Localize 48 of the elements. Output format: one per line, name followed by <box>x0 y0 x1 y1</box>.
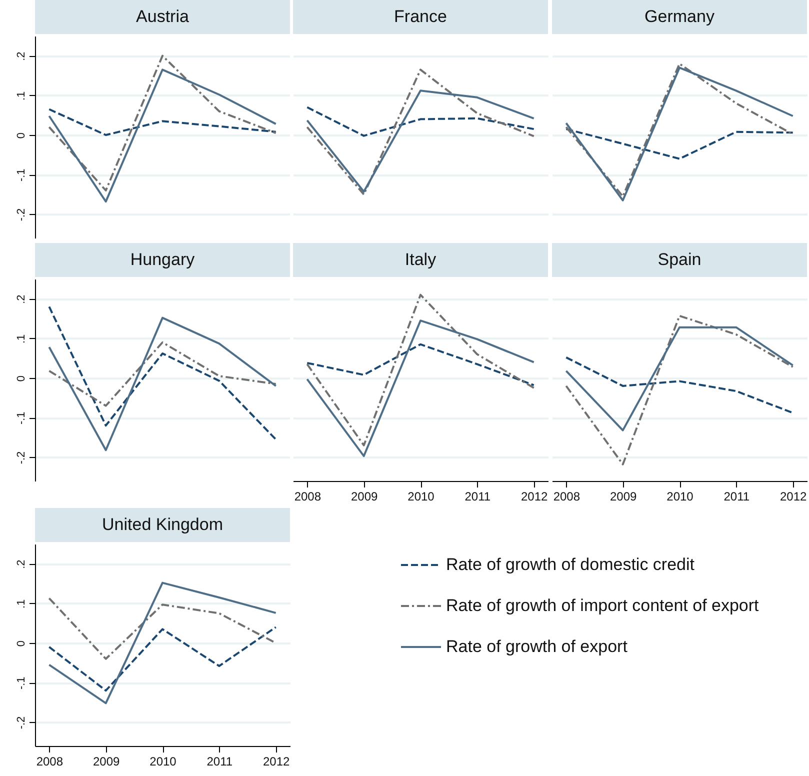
x-tick-label: 2009 <box>350 490 378 504</box>
x-tick-label: 2008 <box>294 490 322 504</box>
y-tick-label: .2 <box>16 294 28 304</box>
legend-label: Rate of growth of domestic credit <box>446 555 695 574</box>
legend-label: Rate of growth of export <box>446 637 628 656</box>
y-tick-label: 0 <box>16 132 28 139</box>
x-tick-label: 2009 <box>92 754 120 768</box>
y-tick-label: 0 <box>16 375 28 382</box>
y-tick-label: -.2 <box>16 208 28 222</box>
x-tick-label: 2010 <box>150 754 177 768</box>
line-series <box>48 306 277 440</box>
x-tick-label: 2008 <box>36 754 64 768</box>
chart-title: Italy <box>293 243 548 277</box>
line-series <box>48 68 277 203</box>
y-tick-label: .2 <box>16 560 28 569</box>
chart-title: Spain <box>552 243 807 277</box>
x-tick-label: 2011 <box>724 490 750 504</box>
y-tick-label: -.1 <box>16 412 28 425</box>
chart-title: Austria <box>35 0 290 34</box>
line-series <box>48 341 277 407</box>
x-tick-label: 2011 <box>464 490 491 504</box>
x-tick-label: 2010 <box>408 490 435 504</box>
line-series <box>48 54 277 192</box>
legend-label: Rate of growth of import content of export <box>446 596 760 615</box>
x-tick-label: 2012 <box>262 754 290 768</box>
y-tick-label: .1 <box>16 599 28 609</box>
y-tick-label: .2 <box>16 52 28 61</box>
x-tick-label: 2011 <box>206 754 233 768</box>
y-tick-label: -.2 <box>16 451 28 464</box>
y-tick-label: .1 <box>16 91 28 101</box>
x-tick-label: 2012 <box>520 490 548 504</box>
line-series <box>48 316 277 452</box>
x-tick-label: 2009 <box>610 490 638 504</box>
chart-title: France <box>293 0 548 34</box>
x-tick-label: 2008 <box>553 490 580 504</box>
y-tick-label: .1 <box>16 334 28 344</box>
x-tick-label: 2010 <box>666 490 694 504</box>
line-series <box>48 626 277 692</box>
y-tick-label: -.1 <box>16 168 28 182</box>
y-tick-label: -.1 <box>16 676 28 690</box>
x-tick-label: 2012 <box>780 490 808 504</box>
chart-title: United Kingdom <box>35 508 290 542</box>
y-tick-label: 0 <box>16 640 28 647</box>
chart-title: Germany <box>552 0 807 34</box>
y-tick-label: -.2 <box>16 716 28 730</box>
line-series <box>48 108 277 136</box>
line-series <box>48 582 277 704</box>
chart-title: Hungary <box>35 243 290 277</box>
